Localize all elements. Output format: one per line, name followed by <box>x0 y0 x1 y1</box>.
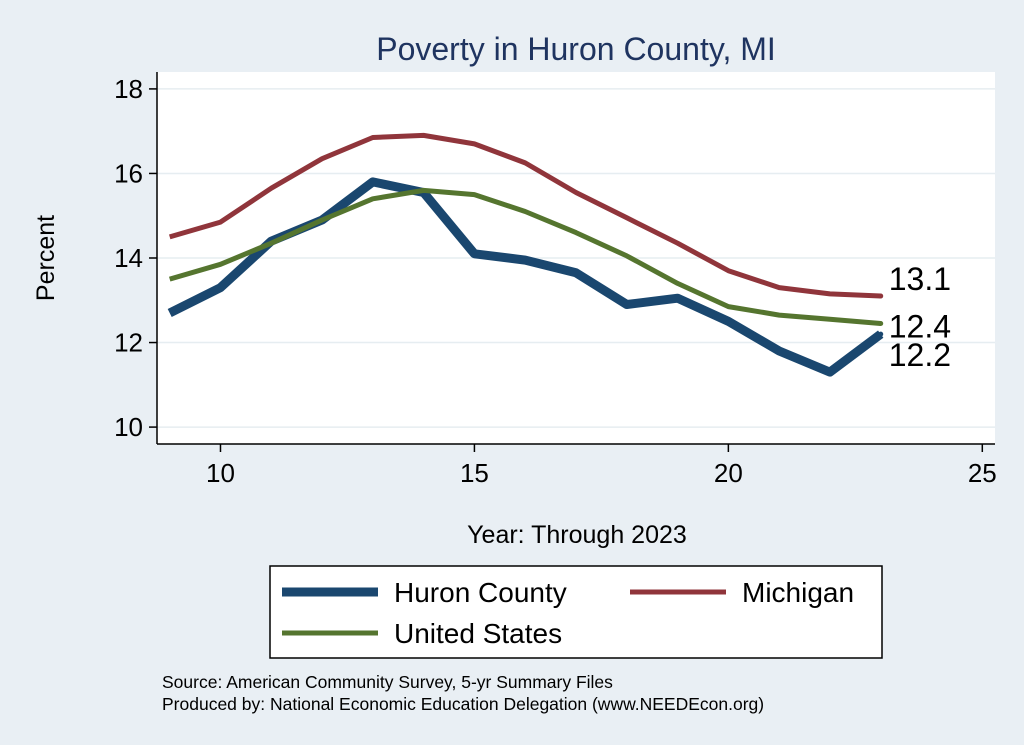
legend-label-michigan: Michigan <box>742 577 854 608</box>
legend-label-united-states: United States <box>394 618 562 649</box>
end-labels: 12.2 13.1 12.4 <box>878 261 951 373</box>
legend-box <box>269 565 883 659</box>
x-tick-label-25: 25 <box>968 458 997 488</box>
legend-label-huron-county: Huron County <box>394 577 567 608</box>
end-label-michigan: 13.1 <box>889 261 951 297</box>
y-tick-label-18: 18 <box>114 74 143 104</box>
legend: Huron County Michigan United States <box>269 565 883 659</box>
source-note: Source: American Community Survey, 5-yr … <box>162 672 613 692</box>
axes: 10 12 14 16 18 10 15 20 25 <box>114 72 997 488</box>
y-axis-label: Percent <box>32 215 60 301</box>
end-point-michigan <box>878 293 884 299</box>
x-tick-label-10: 10 <box>206 458 235 488</box>
end-point-united-states <box>878 321 884 327</box>
end-label-huron-county: 12.2 <box>889 337 951 373</box>
end-label-united-states: 12.4 <box>889 309 951 345</box>
chart-title: Poverty in Huron County, MI <box>376 31 776 67</box>
series-lines <box>167 132 884 377</box>
x-tick-label-15: 15 <box>460 458 489 488</box>
end-point-huron-county <box>878 331 884 337</box>
series-line-michigan <box>169 132 881 299</box>
y-tick-label-16: 16 <box>114 158 143 188</box>
x-axis-label: Year: Through 2023 <box>467 521 687 549</box>
series-line-united-states <box>169 187 881 326</box>
produced-by-note: Produced by: National Economic Education… <box>162 694 764 714</box>
y-tick-label-14: 14 <box>114 243 143 273</box>
y-tick-label-10: 10 <box>114 412 143 442</box>
y-tick-label-12: 12 <box>114 328 143 358</box>
x-tick-label-20: 20 <box>714 458 743 488</box>
